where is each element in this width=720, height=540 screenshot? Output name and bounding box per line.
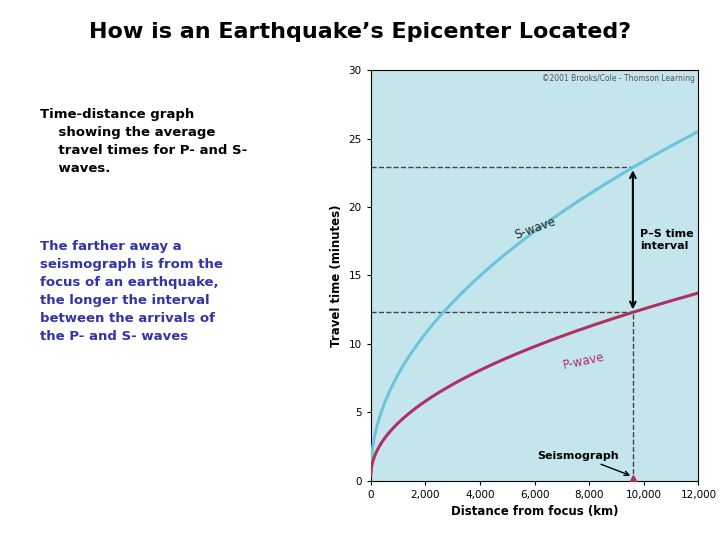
Text: P–S time
interval: P–S time interval bbox=[639, 229, 693, 251]
Text: Time-distance graph
    showing the average
    travel times for P- and S-
    w: Time-distance graph showing the average … bbox=[40, 108, 247, 175]
X-axis label: Distance from focus (km): Distance from focus (km) bbox=[451, 505, 618, 518]
Text: The farther away a
seismograph is from the
focus of an earthquake,
the longer th: The farther away a seismograph is from t… bbox=[40, 240, 222, 343]
Text: P-wave: P-wave bbox=[562, 350, 606, 372]
Text: ©2001 Brooks/Cole - Thomson Learning: ©2001 Brooks/Cole - Thomson Learning bbox=[542, 75, 695, 83]
Text: S-wave: S-wave bbox=[513, 215, 557, 241]
Y-axis label: Travel time (minutes): Travel time (minutes) bbox=[330, 204, 343, 347]
Text: Seismograph: Seismograph bbox=[537, 450, 629, 475]
Text: How is an Earthquake’s Epicenter Located?: How is an Earthquake’s Epicenter Located… bbox=[89, 22, 631, 42]
